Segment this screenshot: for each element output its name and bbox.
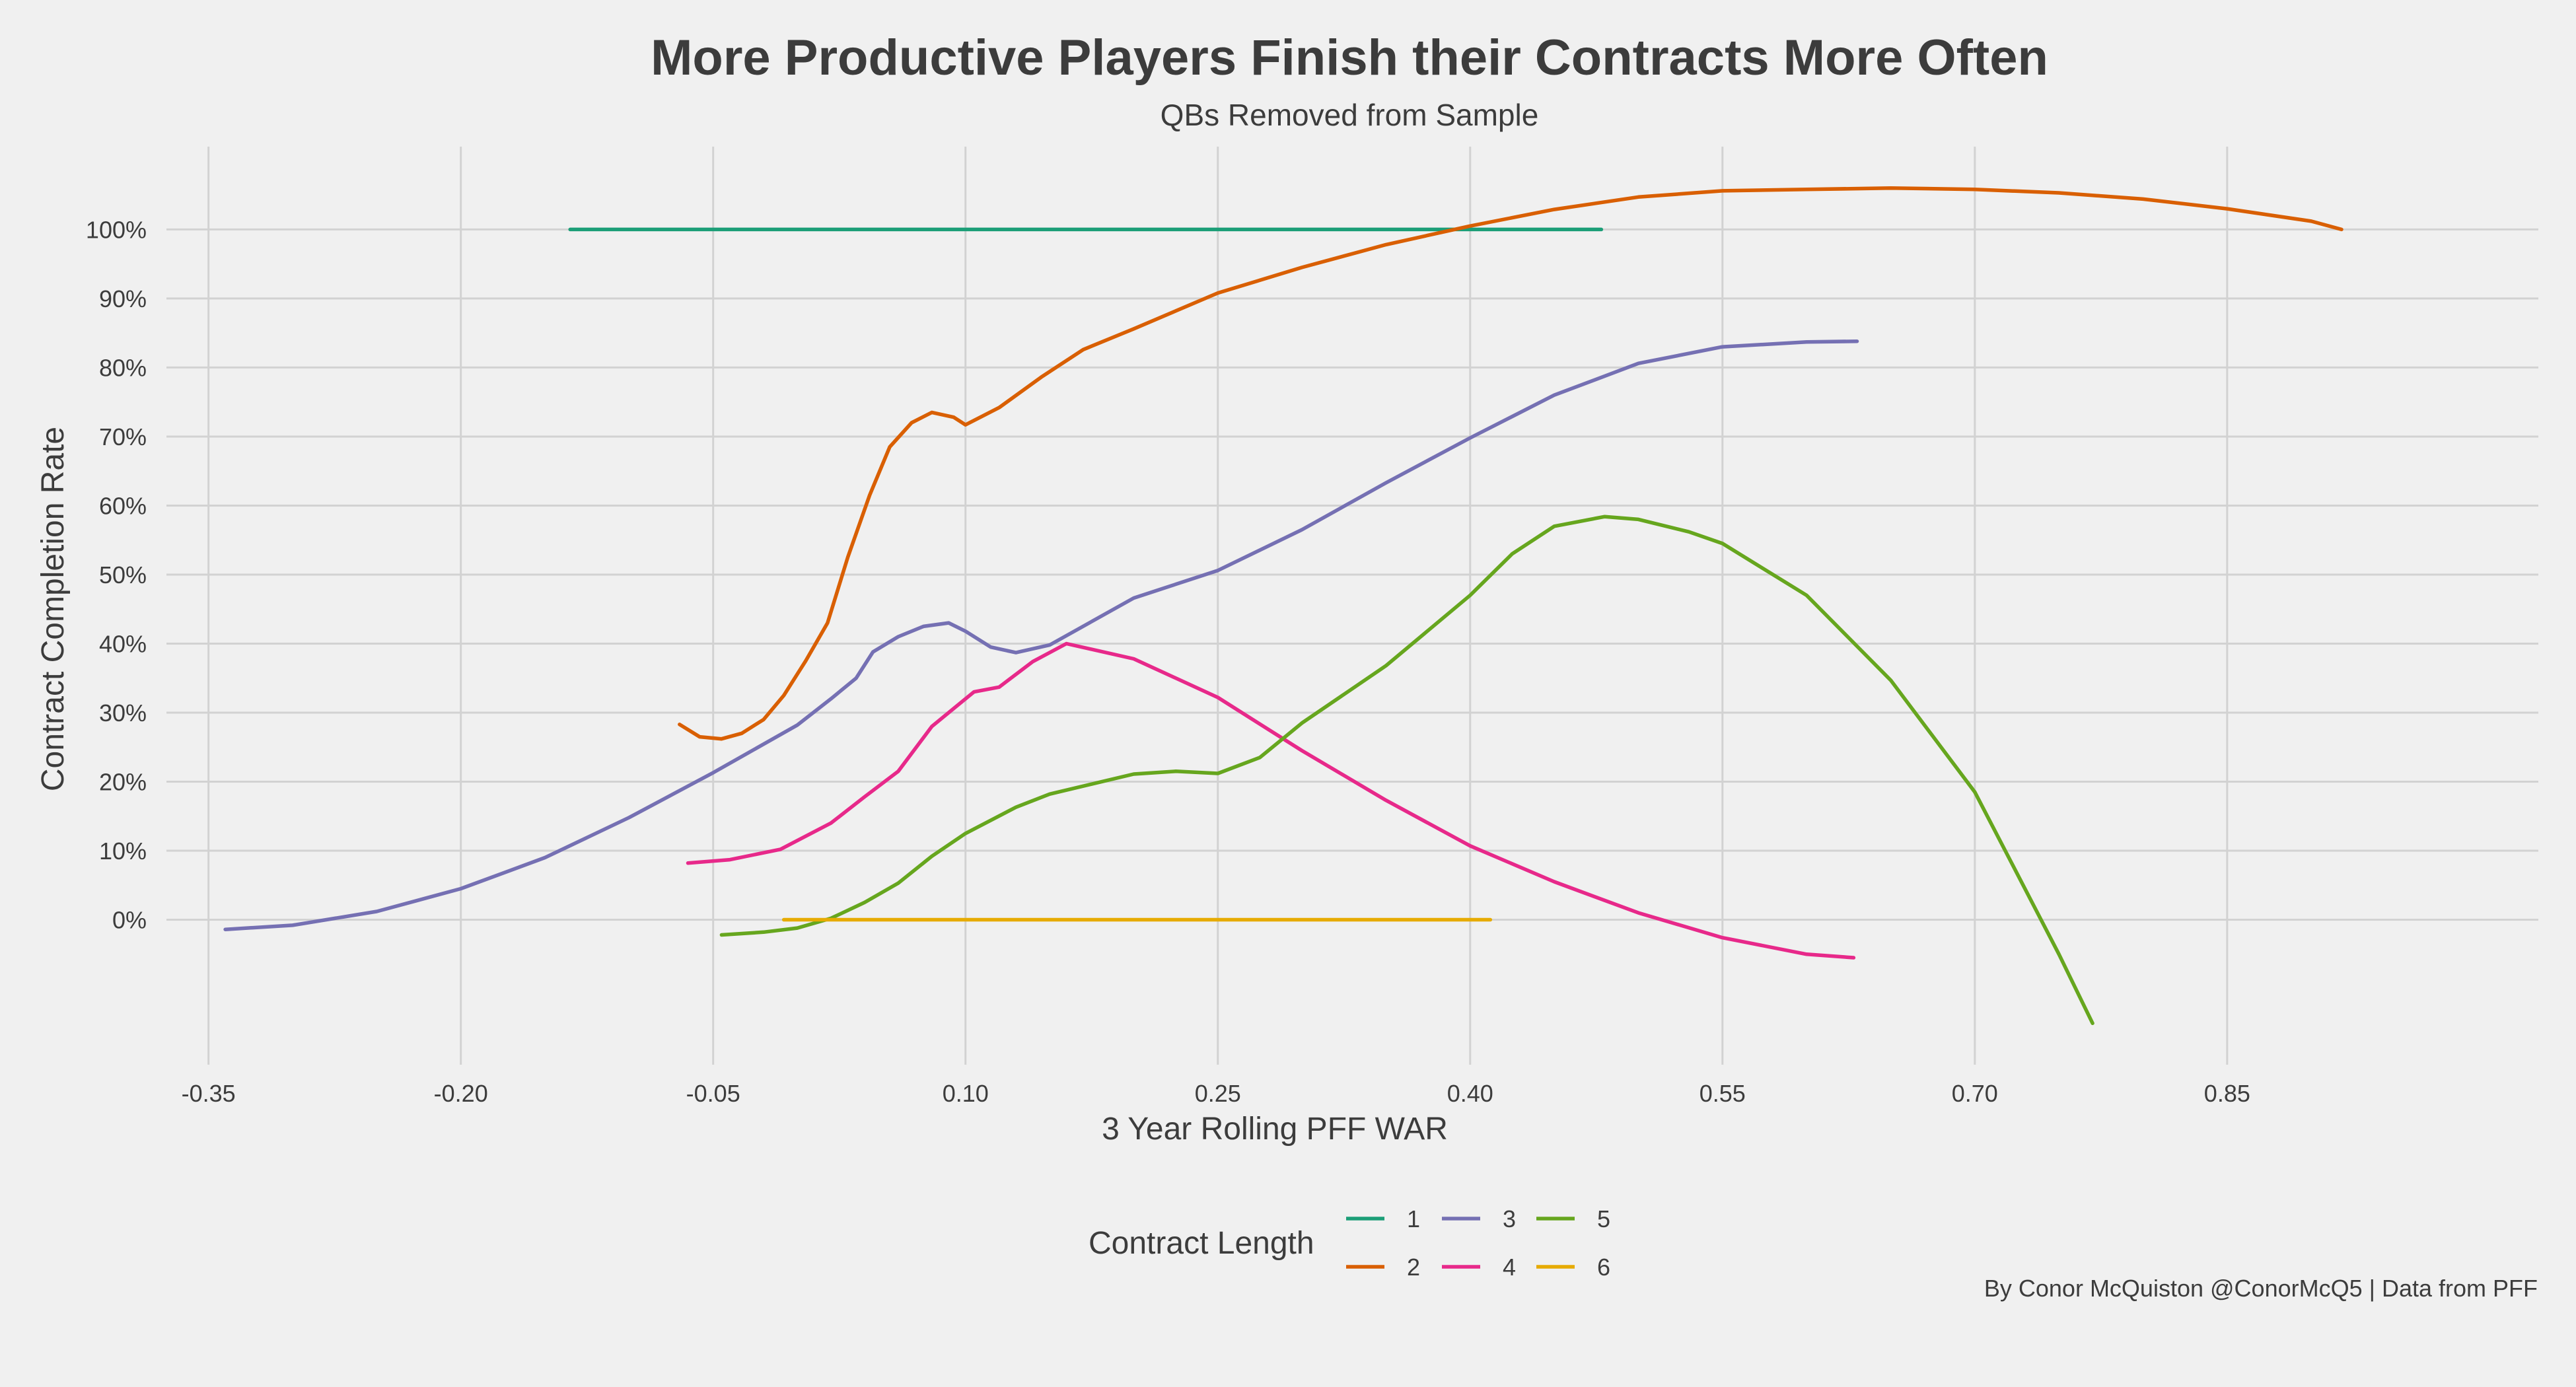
x-tick-label: 0.55 bbox=[1699, 1080, 1746, 1107]
legend-label-4: 4 bbox=[1503, 1254, 1516, 1281]
series-line-2 bbox=[678, 186, 2343, 741]
legend-label-6: 6 bbox=[1597, 1254, 1610, 1281]
x-tick-label: -0.20 bbox=[434, 1080, 488, 1107]
x-tick-label: -0.05 bbox=[686, 1080, 740, 1107]
x-tick-label: 0.25 bbox=[1195, 1080, 1241, 1107]
x-tick-label: 0.40 bbox=[1447, 1080, 1493, 1107]
chart-title: More Productive Players Finish their Con… bbox=[651, 30, 2048, 86]
y-tick-labels: 0% 10% 20% 30% 40% 50% 60% 70% 80% 90% 100% bbox=[86, 216, 147, 933]
y-tick-label: 70% bbox=[99, 423, 147, 450]
y-tick-label: 60% bbox=[99, 492, 147, 519]
chart-caption: By Conor McQuiston @ConorMcQ5 | Data fro… bbox=[1984, 1275, 2538, 1302]
y-tick-label: 40% bbox=[99, 630, 147, 657]
y-tick-label: 10% bbox=[99, 837, 147, 865]
legend-label-5: 5 bbox=[1597, 1205, 1610, 1232]
grid-layer bbox=[166, 147, 2538, 1065]
legend-title: Contract Length bbox=[1089, 1226, 1314, 1261]
y-tick-label: 30% bbox=[99, 699, 147, 727]
series-layer bbox=[223, 186, 2343, 1026]
y-tick-label: 20% bbox=[99, 769, 147, 796]
y-tick-label: 0% bbox=[112, 907, 147, 934]
x-tick-label: 0.70 bbox=[1952, 1080, 1998, 1107]
legend-label-2: 2 bbox=[1407, 1254, 1420, 1281]
y-tick-label: 90% bbox=[99, 285, 147, 312]
series-line-5 bbox=[719, 515, 2094, 1026]
x-tick-label: -0.35 bbox=[182, 1080, 236, 1107]
y-tick-label: 50% bbox=[99, 561, 147, 588]
legend-label-3: 3 bbox=[1503, 1205, 1516, 1232]
chart-subtitle: QBs Removed from Sample bbox=[1161, 98, 1539, 132]
x-tick-labels: -0.35 -0.20 -0.05 0.10 0.25 0.40 0.55 0.70 0.85 bbox=[182, 1080, 2250, 1107]
series-line-4 bbox=[686, 641, 1856, 960]
series-line-3 bbox=[223, 339, 1859, 931]
x-axis-title: 3 Year Rolling PFF WAR bbox=[1102, 1112, 1448, 1147]
legend-label-1: 1 bbox=[1407, 1205, 1420, 1232]
legend: Contract Length 1 2 3 4 5 6 bbox=[1089, 1205, 1610, 1281]
x-tick-label: 0.85 bbox=[2204, 1080, 2250, 1107]
y-axis-title: Contract Completion Rate bbox=[36, 427, 71, 791]
y-tick-label: 80% bbox=[99, 354, 147, 381]
legend-items: 1 2 3 4 5 6 bbox=[1346, 1205, 1610, 1281]
x-tick-label: 0.10 bbox=[943, 1080, 989, 1107]
y-tick-label: 100% bbox=[86, 216, 147, 243]
